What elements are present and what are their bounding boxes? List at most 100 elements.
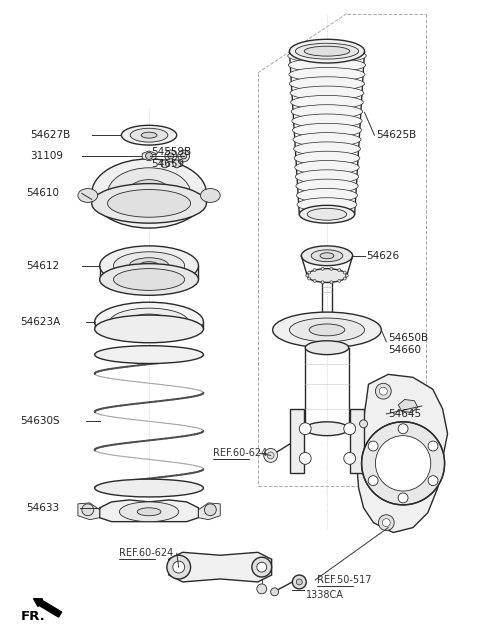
- Text: REF.50-517: REF.50-517: [317, 575, 372, 585]
- Ellipse shape: [290, 86, 364, 100]
- Ellipse shape: [297, 198, 357, 212]
- Polygon shape: [350, 409, 363, 473]
- Circle shape: [375, 436, 431, 491]
- Circle shape: [361, 422, 444, 505]
- Polygon shape: [398, 399, 418, 413]
- Ellipse shape: [120, 502, 179, 522]
- Circle shape: [398, 493, 408, 503]
- Circle shape: [338, 268, 341, 272]
- Ellipse shape: [293, 133, 361, 146]
- Ellipse shape: [95, 479, 204, 497]
- Ellipse shape: [291, 105, 363, 119]
- Text: FR.: FR.: [21, 610, 45, 623]
- Ellipse shape: [127, 314, 171, 330]
- Ellipse shape: [311, 250, 343, 262]
- Circle shape: [257, 584, 267, 594]
- Circle shape: [360, 420, 368, 428]
- Circle shape: [145, 152, 153, 159]
- Ellipse shape: [294, 142, 360, 156]
- Polygon shape: [290, 409, 304, 473]
- Ellipse shape: [92, 184, 206, 223]
- Ellipse shape: [78, 189, 97, 202]
- Text: REF.60-624: REF.60-624: [120, 548, 174, 559]
- Ellipse shape: [292, 114, 362, 128]
- Circle shape: [308, 277, 311, 280]
- Ellipse shape: [137, 508, 161, 516]
- Ellipse shape: [295, 170, 359, 184]
- Polygon shape: [142, 151, 156, 161]
- Text: 54633: 54633: [26, 503, 60, 513]
- Ellipse shape: [300, 205, 355, 223]
- Ellipse shape: [289, 39, 364, 63]
- Text: 54627B: 54627B: [30, 130, 71, 140]
- Circle shape: [321, 281, 324, 284]
- Ellipse shape: [100, 246, 199, 286]
- Text: 54645: 54645: [388, 409, 421, 419]
- Ellipse shape: [108, 168, 191, 219]
- Text: 31109: 31109: [30, 151, 63, 161]
- Circle shape: [165, 150, 177, 162]
- FancyArrow shape: [34, 598, 61, 617]
- Ellipse shape: [304, 46, 350, 56]
- Circle shape: [267, 452, 274, 459]
- Ellipse shape: [320, 253, 334, 259]
- Polygon shape: [78, 503, 100, 519]
- Text: 54612: 54612: [26, 261, 60, 271]
- Circle shape: [306, 274, 309, 277]
- Text: REF.60-624: REF.60-624: [213, 449, 267, 458]
- Circle shape: [168, 153, 174, 159]
- Ellipse shape: [121, 125, 177, 145]
- Ellipse shape: [127, 180, 171, 207]
- Ellipse shape: [307, 208, 347, 220]
- Ellipse shape: [301, 246, 353, 266]
- Circle shape: [428, 476, 438, 485]
- Polygon shape: [169, 552, 272, 582]
- Circle shape: [271, 588, 278, 596]
- Text: 54610: 54610: [26, 189, 60, 198]
- Circle shape: [252, 557, 272, 577]
- Circle shape: [292, 575, 306, 589]
- Text: 54625B: 54625B: [376, 130, 417, 140]
- Ellipse shape: [291, 96, 363, 109]
- Ellipse shape: [305, 422, 349, 436]
- Circle shape: [204, 504, 216, 516]
- Ellipse shape: [297, 189, 358, 202]
- Ellipse shape: [294, 152, 360, 165]
- Ellipse shape: [92, 159, 206, 228]
- Circle shape: [173, 561, 185, 573]
- Ellipse shape: [139, 187, 159, 200]
- Ellipse shape: [161, 160, 169, 168]
- Circle shape: [264, 449, 277, 462]
- Ellipse shape: [295, 43, 359, 59]
- Polygon shape: [199, 503, 220, 519]
- Ellipse shape: [288, 58, 366, 72]
- Circle shape: [167, 555, 191, 579]
- Circle shape: [378, 515, 394, 530]
- Ellipse shape: [113, 268, 185, 290]
- Circle shape: [300, 423, 311, 435]
- Ellipse shape: [292, 123, 361, 137]
- Ellipse shape: [95, 315, 204, 343]
- Ellipse shape: [139, 262, 159, 270]
- Ellipse shape: [295, 160, 359, 175]
- Circle shape: [296, 579, 302, 585]
- Circle shape: [338, 279, 341, 282]
- Ellipse shape: [173, 160, 180, 168]
- Ellipse shape: [288, 49, 366, 63]
- Ellipse shape: [305, 341, 349, 354]
- Ellipse shape: [100, 264, 199, 295]
- Ellipse shape: [289, 77, 364, 91]
- Polygon shape: [100, 500, 199, 522]
- Circle shape: [321, 267, 324, 270]
- Ellipse shape: [130, 128, 168, 142]
- Ellipse shape: [109, 308, 189, 336]
- Circle shape: [300, 453, 311, 464]
- Text: 54660: 54660: [388, 345, 421, 354]
- Ellipse shape: [108, 189, 191, 217]
- Circle shape: [178, 150, 190, 162]
- Ellipse shape: [273, 312, 381, 348]
- Ellipse shape: [129, 257, 169, 273]
- Circle shape: [368, 441, 378, 451]
- Ellipse shape: [307, 268, 347, 282]
- Text: 54626: 54626: [367, 251, 400, 261]
